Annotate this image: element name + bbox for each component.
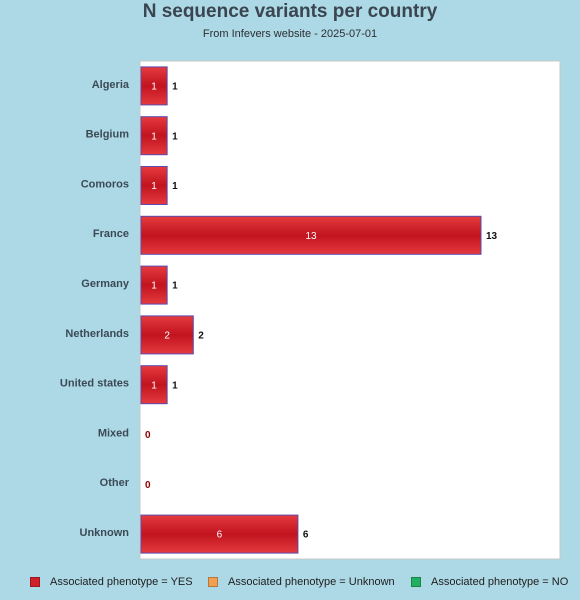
category-label-algeria: Algeria [92, 79, 130, 91]
total-label-mixed: 0 [145, 430, 151, 441]
bar-netherlands-series-0 [140, 315, 194, 355]
category-label-belgium: Belgium [86, 129, 130, 141]
plot-area [139, 60, 561, 560]
category-label-united-states: United states [60, 378, 129, 390]
bars-layer: Algeria 1 1 Belgium 1 1 Comoros 1 1 France 13 13 Ger… [60, 66, 498, 554]
bar-value-label-france: 13 [305, 231, 317, 242]
category-label-netherlands: Netherlands [65, 328, 129, 340]
bar-belgium-series-0 [140, 116, 168, 156]
bar-algeria-series-0 [140, 66, 168, 106]
bar-comoros-series-0 [140, 166, 168, 205]
chart-subtitle: From Infevers website - 2025-07-01 [202, 28, 378, 40]
category-label-other: Other [100, 477, 130, 489]
legend-label-no: Associated phenotype = NO [431, 576, 569, 588]
category-label-germany: Germany [81, 278, 130, 290]
total-label-comoros: 1 [172, 181, 178, 192]
bar-united-states-series-0 [140, 365, 168, 405]
bar-germany-series-0 [140, 265, 168, 305]
category-label-france: France [93, 228, 129, 240]
legend-label-unknown: Associated phenotype = Unknown [228, 576, 395, 588]
bar-unknown-series-0 [140, 514, 299, 554]
legend-item-yes: Associated phenotype = YES [30, 576, 193, 588]
legend: Associated phenotype = YES Associated ph… [0, 576, 580, 590]
bar-value-label-comoros: 1 [151, 181, 157, 192]
bar-value-label-netherlands: 2 [164, 331, 170, 342]
legend-item-unknown: Associated phenotype = Unknown [208, 576, 395, 588]
total-label-netherlands: 2 [198, 331, 204, 342]
total-label-unknown: 6 [303, 530, 309, 541]
legend-swatch-yes [30, 577, 40, 587]
legend-item-no: Associated phenotype = NO [411, 576, 568, 588]
legend-swatch-no [411, 577, 421, 587]
bar-value-label-germany: 1 [151, 281, 157, 292]
bar-value-label-united-states: 1 [151, 380, 157, 391]
total-label-united-states: 1 [172, 380, 178, 391]
bar-value-label-unknown: 6 [217, 530, 223, 541]
chart-title: N sequence variants per country [142, 1, 438, 22]
total-label-algeria: 1 [172, 82, 178, 93]
total-label-belgium: 1 [172, 131, 178, 142]
total-label-france: 13 [486, 231, 498, 242]
bar-value-label-algeria: 1 [151, 82, 157, 93]
legend-label-yes: Associated phenotype = YES [50, 576, 193, 588]
total-label-other: 0 [145, 480, 151, 491]
bar-value-label-belgium: 1 [151, 131, 157, 142]
bar-france-series-0 [140, 215, 482, 255]
category-label-mixed: Mixed [98, 427, 129, 439]
legend-swatch-unknown [208, 577, 218, 587]
total-label-germany: 1 [172, 281, 178, 292]
category-label-comoros: Comoros [81, 178, 129, 190]
category-label-unknown: Unknown [80, 527, 130, 539]
